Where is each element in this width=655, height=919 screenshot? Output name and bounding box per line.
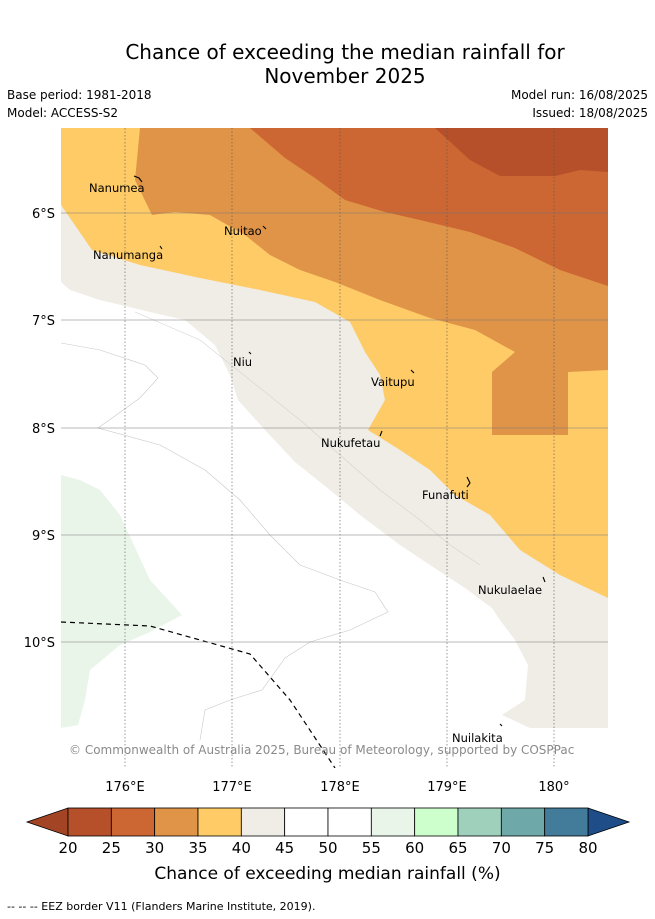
eez-border — [61, 621, 336, 768]
colorbar-cell — [544, 807, 589, 837]
lon-label-177e: 177°E — [212, 780, 252, 795]
colorbar-cell — [327, 807, 372, 837]
longitude-gridlines — [124, 128, 555, 768]
lat-label-8s: 8°S — [32, 422, 55, 437]
contour-line-west — [61, 342, 389, 741]
model-name: Model: ACCESS-S2 — [7, 106, 119, 120]
lon-label-178e: 178°E — [320, 780, 360, 795]
latitude-gridlines — [61, 212, 608, 643]
lon-label-176e: 176°E — [105, 780, 145, 795]
colorbar-label: Chance of exceeding median rainfall (%) — [154, 864, 501, 884]
colorbar-tick-label: 75 — [535, 839, 554, 857]
latitude-labels: 6°S 7°S 8°S 9°S 10°S — [24, 207, 55, 651]
place-labels: Nanumea Nuitao Nanumanga Niu Vaitupu Nuk… — [89, 181, 542, 745]
place-nanumea: Nanumea — [89, 181, 145, 195]
place-nuilakita: Nuilakita — [452, 731, 503, 745]
place-vaitupu: Vaitupu — [371, 375, 415, 389]
colorbar-tick-label: 80 — [578, 839, 597, 857]
place-funafuti: Funafuti — [422, 488, 469, 502]
colorbar-cells — [67, 807, 589, 837]
copyright-notice: © Commonwealth of Australia 2025, Bureau… — [69, 743, 574, 757]
place-nukulaelae: Nukulaelae — [478, 583, 542, 597]
lat-label-10s: 10°S — [24, 636, 55, 651]
colorbar-tick-label: 30 — [145, 839, 164, 857]
lon-label-179e: 179°E — [427, 780, 467, 795]
place-nanumanga: Nanumanga — [93, 248, 163, 262]
colorbar-tick-label: 65 — [448, 839, 467, 857]
place-nukufetau: Nukufetau — [321, 436, 380, 450]
colorbar-tick-label: 60 — [405, 839, 424, 857]
colorbar-low-arrow — [25, 807, 69, 837]
map-plot-area: Nanumea Nuitao Nanumanga Niu Vaitupu Nuk… — [61, 128, 608, 768]
title-line-2: November 2025 — [264, 64, 426, 88]
colorbar-tick-label: 50 — [318, 839, 337, 857]
place-nuitao: Nuitao — [224, 224, 262, 238]
colorbar-tick-label: 40 — [232, 839, 251, 857]
longitude-labels: 176°E 177°E 178°E 179°E 180° — [105, 780, 569, 795]
colorbar-cell — [110, 807, 156, 837]
colorbar-cell — [457, 807, 502, 837]
colorbar-cell — [154, 807, 199, 837]
issued-date: Issued: 18/08/2025 — [532, 106, 648, 120]
lat-label-7s: 7°S — [32, 314, 55, 329]
colorbar-ticks: 20 25 30 35 40 45 50 55 60 65 70 75 80 — [58, 839, 597, 857]
colorbar-tick-label: 70 — [492, 839, 511, 857]
colorbar-cell — [197, 807, 242, 837]
colorbar-cell — [414, 807, 459, 837]
colorbar-tick-label: 55 — [362, 839, 381, 857]
band-55-60 — [61, 475, 182, 728]
title-line-1: Chance of exceeding the median rainfall … — [125, 40, 565, 64]
map-title: Chance of exceeding the median rainfall … — [0, 40, 655, 88]
colorbar-tick-label: 35 — [188, 839, 207, 857]
place-niu: Niu — [233, 355, 252, 369]
model-run: Model run: 16/08/2025 — [510, 88, 648, 102]
colorbar-cell — [370, 807, 416, 837]
colorbar-cell — [284, 807, 329, 837]
base-period: Base period: 1981-2018 — [7, 88, 152, 102]
lat-label-6s: 6°S — [32, 207, 55, 222]
eez-footnote: -- -- -- EEZ border V11 (Flanders Marine… — [7, 900, 316, 913]
lon-label-180: 180° — [538, 780, 569, 795]
colorbar-high-arrow — [587, 807, 631, 837]
colorbar-cell — [67, 807, 112, 837]
colorbar-cell — [500, 807, 546, 837]
colorbar-tick-label: 45 — [275, 839, 294, 857]
island-outlines — [133, 175, 546, 727]
lat-label-9s: 9°S — [32, 529, 55, 544]
colorbar-tick-label: 20 — [58, 839, 77, 857]
colorbar: 20 25 30 35 40 45 50 55 60 65 70 75 80 — [25, 807, 631, 857]
band-20-25 — [435, 128, 608, 176]
colorbar-cell — [240, 807, 286, 837]
colorbar-tick-label: 25 — [102, 839, 121, 857]
